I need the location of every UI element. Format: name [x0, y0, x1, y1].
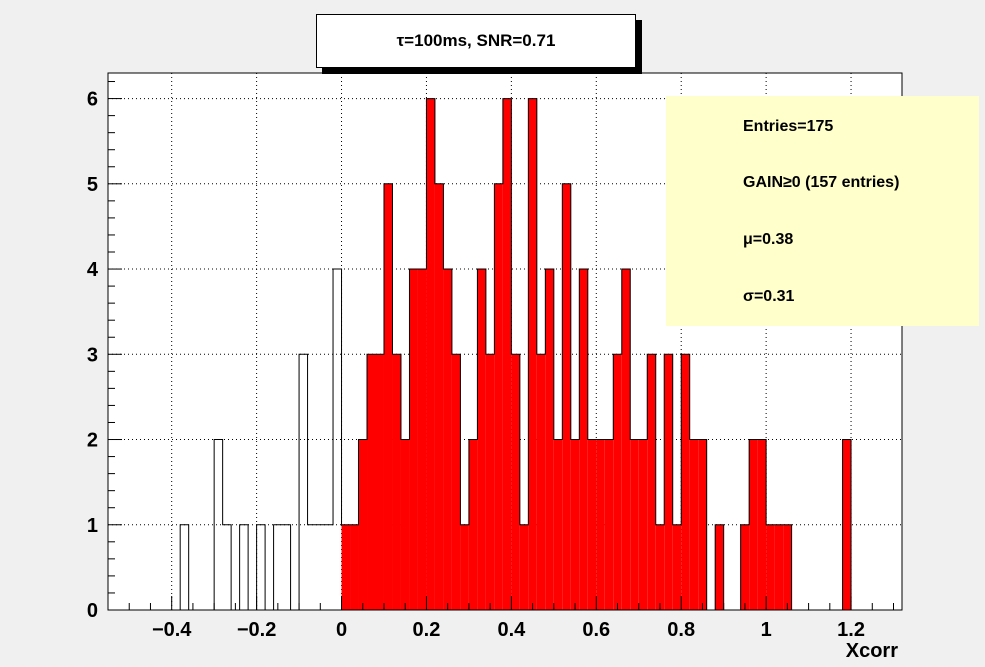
- histogram-bar: [367, 354, 376, 610]
- x-axis-label: Xcorr: [846, 640, 898, 662]
- x-tick-label: 0: [336, 619, 347, 641]
- chart-title: τ=100ms, SNR=0.71: [316, 14, 636, 68]
- histogram-bar: [630, 439, 639, 610]
- histogram-bar: [502, 98, 512, 611]
- histogram-bar: [358, 439, 368, 610]
- histogram-bar: [485, 354, 495, 610]
- stats-sigma: σ=0.31: [743, 288, 795, 305]
- histogram-bar: [570, 439, 580, 610]
- stats-box: Entries=175 GAIN≥0 (157 entries) μ=0.38 …: [666, 96, 979, 326]
- histogram-bar: [783, 524, 792, 610]
- histogram-bar: [689, 439, 699, 610]
- histogram-bar: [774, 524, 784, 610]
- x-tick-label: 0.8: [667, 619, 695, 641]
- histogram-bar: [638, 439, 648, 610]
- histogram-bar: [375, 354, 384, 610]
- y-tick-label: 5: [87, 174, 98, 196]
- histogram-bar: [698, 439, 707, 610]
- histogram-bar: [621, 269, 631, 610]
- histogram-bar: [749, 439, 758, 610]
- y-tick-label: 0: [87, 600, 98, 622]
- x-tick-label: −0.4: [152, 619, 192, 641]
- histogram-bar: [494, 183, 503, 611]
- histogram-bar: [842, 439, 852, 610]
- y-tick-label: 4: [87, 259, 99, 281]
- histogram-bar: [519, 524, 529, 610]
- histogram-bar: [579, 269, 588, 610]
- histogram-bar: [647, 354, 656, 610]
- histogram-bar: [672, 524, 682, 610]
- histogram-bar: [655, 524, 665, 610]
- histogram-bar: [383, 183, 393, 611]
- histogram-bar: [681, 354, 690, 610]
- histogram-bar: [536, 354, 546, 610]
- histogram-bar: [434, 183, 444, 611]
- histogram-bar: [460, 524, 469, 610]
- histogram-outline: [179, 98, 852, 611]
- histogram-bar: [417, 269, 427, 610]
- histogram-bars: [179, 98, 852, 611]
- histogram-bar: [766, 524, 775, 610]
- stats-gain: GAIN≥0 (157 entries): [743, 174, 900, 191]
- histogram-bar: [545, 269, 554, 610]
- histogram-bar: [528, 98, 537, 611]
- stats-entries: Entries=175: [743, 118, 834, 135]
- x-tick-label: 1: [761, 619, 772, 641]
- y-tick-label: 6: [87, 89, 98, 111]
- stats-mean: μ=0.38: [743, 231, 794, 248]
- axes: −0.4 −0.2 0 0.2 0.4 0.6 0.8 1 1.2 0 1 2 3 4 5 6: [87, 73, 902, 641]
- histogram-bar: [604, 439, 614, 610]
- histogram-bar: [613, 354, 622, 610]
- histogram-bar: [468, 439, 478, 610]
- x-tick-label: 0.4: [497, 619, 526, 641]
- y-tick-label: 2: [87, 430, 98, 452]
- histogram-bar: [553, 439, 563, 610]
- x-tick-label: 0.6: [582, 619, 610, 641]
- histogram-bar: [409, 269, 418, 610]
- histogram-bar: [451, 354, 461, 610]
- histogram-bar: [664, 354, 673, 610]
- histogram-bar: [426, 98, 435, 611]
- histogram-bar: [350, 524, 359, 610]
- y-tick-label: 3: [87, 344, 98, 366]
- histogram-bar: [596, 439, 605, 610]
- x-tick-label: 1.2: [837, 619, 865, 641]
- histogram-bar: [392, 354, 401, 610]
- histogram-bar: [341, 524, 351, 610]
- y-tick-label: 1: [87, 515, 98, 537]
- histogram-bar: [740, 524, 750, 610]
- histogram-bar: [400, 439, 410, 610]
- histogram-bar: [511, 354, 520, 610]
- chart-title-text: τ=100ms, SNR=0.71: [396, 31, 556, 50]
- histogram-bar: [477, 269, 486, 610]
- histogram-bar: [587, 439, 597, 610]
- histogram-bar: [562, 183, 571, 611]
- x-tick-label: 0.2: [413, 619, 441, 641]
- histogram-bar: [715, 524, 724, 610]
- x-tick-label: −0.2: [237, 619, 276, 641]
- histogram-bar: [757, 439, 767, 610]
- histogram-bar: [443, 269, 452, 610]
